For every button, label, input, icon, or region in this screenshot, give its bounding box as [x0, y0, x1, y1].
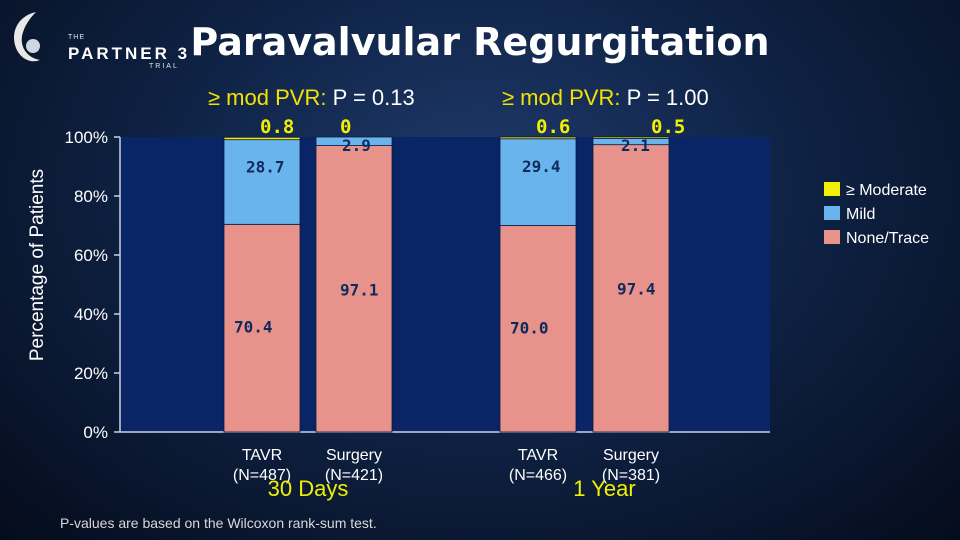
pvalue-1-year: ≥ mod PVR: P = 1.00: [502, 85, 709, 111]
y-tick-label: 0%: [83, 423, 108, 442]
logo-sub: TRIAL: [149, 63, 179, 70]
data-label-mild: 29.4: [522, 157, 561, 176]
data-label-mild: 2.9: [342, 136, 371, 155]
bar-segment-none-trace: [223, 223, 301, 433]
bar-segment-moderate: [592, 136, 670, 139]
y-tick-label: 100%: [65, 128, 108, 147]
data-label-moderate: 0.5: [651, 116, 685, 138]
group-label: 1 Year: [573, 476, 635, 501]
plot-area: [120, 137, 770, 432]
x-tick-label: Surgery: [603, 447, 659, 464]
page-title: Paravalvular Regurgitation: [190, 20, 770, 64]
legend-swatch: [824, 206, 840, 220]
data-label-mild: 2.1: [621, 136, 650, 155]
pvalue-label: ≥ mod PVR:: [502, 85, 621, 110]
data-label-moderate: 0.6: [536, 116, 570, 138]
x-tick-label: (N=487): [233, 467, 291, 484]
pvalue-30-days: ≥ mod PVR: P = 0.13: [208, 85, 415, 111]
x-tick-label: TAVR: [242, 447, 282, 464]
data-label-moderate: 0.8: [260, 116, 294, 138]
x-tick-label: Surgery: [326, 447, 382, 464]
x-tick-label: (N=466): [509, 467, 567, 484]
footnote: P-values are based on the Wilcoxon rank-…: [60, 515, 377, 531]
data-label-none-trace: 70.0: [510, 319, 549, 338]
logo-swirl-icon: [14, 12, 40, 62]
y-tick-label: 40%: [74, 305, 108, 324]
logo-the: THE: [68, 34, 85, 41]
partner3-logo: THE PARTNER 3 TRIAL: [6, 8, 206, 70]
x-tick-label: (N=381): [602, 467, 660, 484]
y-tick-label: 20%: [74, 364, 108, 383]
bar-segment-mild: [499, 138, 577, 226]
x-tick-label: TAVR: [518, 447, 558, 464]
pvalue-label: ≥ mod PVR:: [208, 85, 327, 110]
pvalue-value: P = 0.13: [332, 85, 415, 110]
y-tick-label: 60%: [74, 246, 108, 265]
bar-segment-none-trace: [315, 145, 393, 433]
bar-segment-mild: [315, 136, 393, 146]
legend-label: None/Trace: [846, 230, 929, 247]
data-label-none-trace: 70.4: [234, 317, 273, 336]
bar-segment-moderate: [499, 136, 577, 140]
data-label-none-trace: 97.4: [617, 280, 656, 299]
legend-swatch: [824, 230, 840, 244]
data-label-moderate: 0: [340, 116, 351, 138]
legend-swatch: [824, 182, 840, 196]
bar-segment-moderate: [223, 136, 301, 141]
pvalue-value: P = 1.00: [626, 85, 709, 110]
bar-segment-mild: [223, 139, 301, 225]
data-label-none-trace: 97.1: [340, 281, 379, 300]
data-label-mild: 28.7: [246, 158, 285, 177]
legend-label: ≥ Moderate: [846, 182, 927, 199]
x-tick-label: (N=421): [325, 467, 383, 484]
bar-segment-none-trace: [592, 144, 670, 433]
y-tick-label: 80%: [74, 187, 108, 206]
logo-name: PARTNER 3: [68, 44, 191, 63]
group-label: 30 Days: [268, 476, 349, 501]
legend-label: Mild: [846, 206, 875, 223]
